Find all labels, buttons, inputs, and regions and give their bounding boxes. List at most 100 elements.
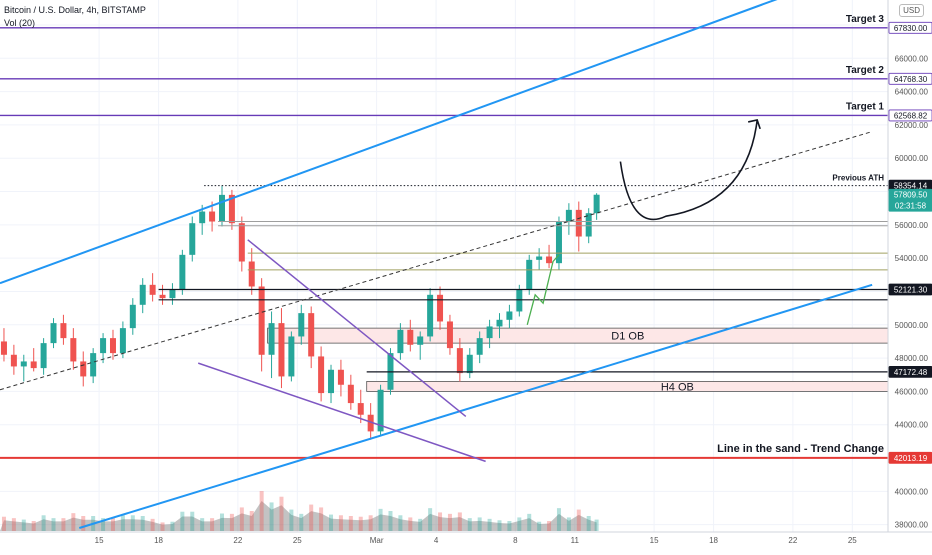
candle[interactable] bbox=[30, 361, 37, 369]
candle[interactable] bbox=[169, 289, 176, 299]
candle[interactable] bbox=[90, 353, 97, 377]
candle[interactable] bbox=[199, 211, 206, 224]
candle[interactable] bbox=[100, 338, 107, 354]
candle[interactable] bbox=[496, 319, 503, 327]
volume-bar bbox=[31, 521, 36, 531]
volume-bar bbox=[239, 507, 244, 531]
y-tick-label: 64000.00 bbox=[895, 88, 929, 97]
wedge-trendline[interactable] bbox=[197, 362, 486, 463]
candle[interactable] bbox=[437, 294, 444, 322]
candle[interactable] bbox=[40, 343, 47, 369]
volume-bar bbox=[200, 518, 205, 531]
candle[interactable] bbox=[258, 286, 265, 355]
candle[interactable] bbox=[417, 336, 424, 345]
candle[interactable] bbox=[407, 329, 414, 345]
x-tick-label: 22 bbox=[233, 536, 242, 545]
candle[interactable] bbox=[546, 256, 553, 264]
candle[interactable] bbox=[506, 311, 513, 320]
candle[interactable] bbox=[139, 284, 146, 305]
candle[interactable] bbox=[446, 321, 453, 349]
candle[interactable] bbox=[278, 323, 285, 377]
candle[interactable] bbox=[179, 254, 186, 290]
x-tick-label: Mar bbox=[370, 536, 384, 545]
candle[interactable] bbox=[516, 289, 523, 312]
volume-bar bbox=[150, 518, 155, 531]
candle[interactable] bbox=[337, 369, 344, 385]
candle[interactable] bbox=[50, 323, 57, 344]
volume-bar bbox=[408, 517, 413, 531]
candle[interactable] bbox=[357, 403, 364, 415]
candle[interactable] bbox=[298, 313, 305, 337]
candle[interactable] bbox=[129, 304, 136, 329]
volume-bar bbox=[566, 517, 571, 531]
wedge-trendline[interactable] bbox=[247, 239, 467, 417]
candle[interactable] bbox=[60, 323, 67, 339]
candle[interactable] bbox=[109, 338, 116, 354]
volume-bar bbox=[477, 517, 482, 531]
volume-bar bbox=[556, 508, 561, 531]
candle[interactable] bbox=[526, 259, 533, 290]
candle[interactable] bbox=[159, 294, 166, 299]
candle[interactable] bbox=[80, 361, 87, 377]
volume-bar bbox=[547, 521, 552, 531]
candle[interactable] bbox=[328, 369, 335, 394]
candle[interactable] bbox=[209, 211, 216, 222]
candle[interactable] bbox=[288, 336, 295, 377]
volume-bar bbox=[269, 502, 274, 531]
candle[interactable] bbox=[456, 348, 463, 374]
candle[interactable] bbox=[10, 354, 17, 367]
candle[interactable] bbox=[219, 194, 225, 222]
volume-bar bbox=[249, 511, 254, 531]
candle[interactable] bbox=[565, 209, 572, 222]
volume-indicator-label[interactable]: Vol (20) bbox=[4, 18, 36, 28]
candle[interactable] bbox=[0, 341, 7, 355]
candle[interactable] bbox=[397, 329, 404, 354]
volume-bar bbox=[348, 516, 353, 531]
candle[interactable] bbox=[585, 213, 592, 237]
candle[interactable] bbox=[119, 328, 126, 354]
channel-trendline[interactable] bbox=[78, 283, 873, 529]
impulse-zigzag[interactable] bbox=[526, 254, 560, 325]
order-block-zone[interactable] bbox=[366, 381, 889, 392]
y-tick-label: 48000.00 bbox=[895, 354, 929, 363]
price-tag bbox=[888, 365, 932, 378]
candle[interactable] bbox=[228, 194, 235, 224]
candle[interactable] bbox=[268, 323, 275, 355]
candle[interactable] bbox=[555, 221, 562, 264]
candle[interactable] bbox=[466, 354, 473, 374]
currency-button[interactable]: USD bbox=[899, 4, 924, 17]
volume-bar bbox=[279, 496, 284, 531]
dashed-trendline[interactable] bbox=[0, 131, 873, 391]
candle[interactable] bbox=[427, 294, 434, 337]
volume-bar bbox=[51, 518, 56, 531]
candle[interactable] bbox=[377, 389, 384, 432]
price-tag-label: 47172.48 bbox=[894, 368, 928, 377]
candle[interactable] bbox=[20, 361, 27, 367]
candle[interactable] bbox=[347, 384, 354, 404]
x-tick-label: 8 bbox=[513, 536, 518, 545]
candle[interactable] bbox=[70, 338, 77, 362]
price-tag-label: 64768.30 bbox=[894, 75, 928, 84]
symbol-title[interactable]: Bitcoin / U.S. Dollar, 4h, BITSTAMP bbox=[4, 5, 146, 15]
candle[interactable] bbox=[575, 209, 582, 237]
candle[interactable] bbox=[189, 223, 196, 255]
candle[interactable] bbox=[536, 256, 543, 260]
candle[interactable] bbox=[486, 326, 493, 339]
candle[interactable] bbox=[367, 414, 374, 432]
volume-bar bbox=[418, 518, 423, 531]
candle[interactable] bbox=[593, 194, 600, 214]
volume-bar bbox=[229, 513, 234, 531]
candle[interactable] bbox=[308, 313, 315, 357]
candle[interactable] bbox=[238, 223, 245, 262]
candle[interactable] bbox=[248, 261, 255, 287]
volume-bar bbox=[21, 519, 26, 531]
price-tag bbox=[888, 451, 932, 464]
channel-trendline[interactable] bbox=[0, 0, 793, 285]
volume-bar bbox=[338, 515, 343, 531]
projection-arrow[interactable] bbox=[619, 119, 758, 221]
candle[interactable] bbox=[476, 338, 483, 355]
candle[interactable] bbox=[318, 356, 325, 394]
candle[interactable] bbox=[149, 284, 156, 295]
y-tick-label: 38000.00 bbox=[895, 521, 929, 530]
